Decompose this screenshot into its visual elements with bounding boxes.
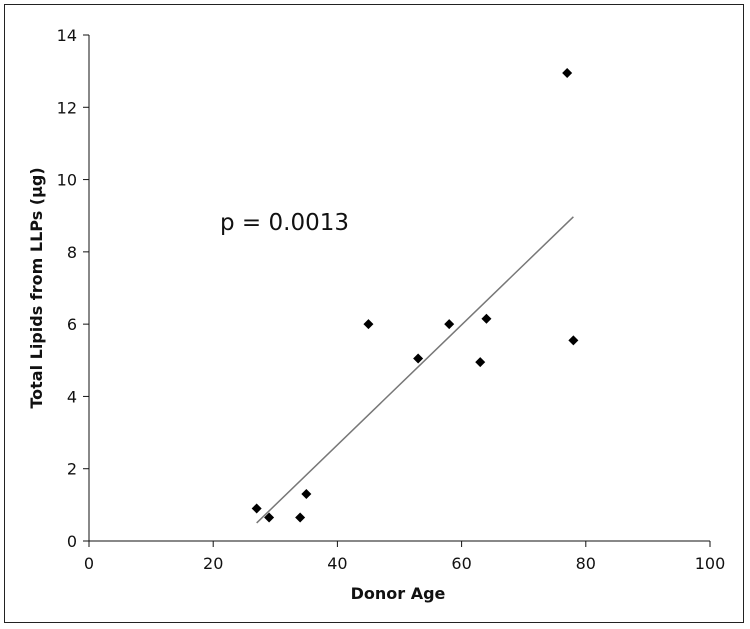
x-tick-label: 0 bbox=[84, 554, 94, 573]
data-point bbox=[568, 335, 579, 346]
data-point bbox=[413, 353, 424, 364]
data-point bbox=[481, 313, 492, 324]
y-tick-label: 14 bbox=[57, 26, 77, 45]
data-point bbox=[444, 319, 455, 330]
data-point bbox=[295, 512, 306, 523]
data-point bbox=[363, 319, 374, 330]
p-value-annotation: p = 0.0013 bbox=[220, 210, 349, 236]
y-tick-label: 2 bbox=[67, 460, 77, 479]
data-point bbox=[251, 503, 262, 514]
y-axis-title: Total Lipids from LLPs (μg) bbox=[27, 167, 46, 408]
y-tick-label: 0 bbox=[67, 532, 77, 551]
axes: 0 2 4 6 8 10 12 14 0 20 40 60 80 100 bbox=[57, 26, 726, 573]
x-tick-label: 20 bbox=[203, 554, 223, 573]
y-tick-label: 12 bbox=[57, 98, 77, 117]
y-tick-label: 4 bbox=[67, 387, 77, 406]
data-point bbox=[301, 489, 312, 500]
trendline-group bbox=[256, 216, 574, 524]
data-point bbox=[475, 357, 486, 368]
y-tick-label: 8 bbox=[67, 243, 77, 262]
y-tick-label: 6 bbox=[67, 315, 77, 334]
y-tick-label: 10 bbox=[57, 171, 77, 190]
x-axis-title: Donor Age bbox=[351, 584, 446, 603]
data-point bbox=[562, 67, 573, 78]
x-tick-label: 80 bbox=[576, 554, 596, 573]
x-tick-label: 40 bbox=[327, 554, 347, 573]
points-group bbox=[251, 67, 579, 523]
trendline bbox=[256, 216, 574, 524]
chart-frame bbox=[4, 4, 744, 623]
data-point bbox=[264, 512, 275, 523]
x-tick-label: 60 bbox=[451, 554, 471, 573]
x-tick-label: 100 bbox=[695, 554, 726, 573]
